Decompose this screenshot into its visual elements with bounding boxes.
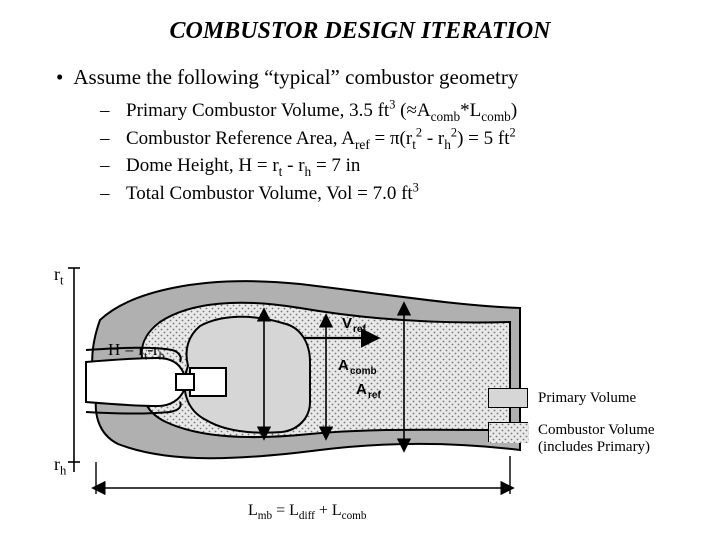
legend-label-primary: Primary Volume bbox=[538, 390, 636, 407]
dash: – bbox=[100, 181, 126, 208]
swatch-primary bbox=[488, 388, 528, 408]
bullet-dot: • bbox=[56, 65, 63, 89]
main-bullet-text: Assume the following “typical” combustor… bbox=[73, 65, 518, 89]
svg-text:ref: ref bbox=[353, 324, 366, 335]
sub-bullet: –Combustor Reference Area, Aref = π(rt2 … bbox=[100, 126, 720, 153]
sub-bullet-text: Primary Combustor Volume, 3.5 ft3 (≈Acom… bbox=[126, 98, 720, 125]
sub-bullet: –Dome Height, H = rt - rh = 7 in bbox=[100, 153, 720, 180]
dash: – bbox=[100, 153, 126, 180]
svg-text:A: A bbox=[338, 357, 349, 374]
sub-bullet: –Primary Combustor Volume, 3.5 ft3 (≈Aco… bbox=[100, 98, 720, 125]
main-bullet: • Assume the following “typical” combusto… bbox=[56, 65, 720, 90]
svg-text:comb: comb bbox=[350, 366, 377, 377]
sub-bullet-text: Combustor Reference Area, Aref = π(rt2 -… bbox=[126, 126, 720, 153]
legend-row-primary: Primary Volume bbox=[488, 388, 678, 408]
legend: Primary Volume Combustor Volume (include… bbox=[488, 388, 678, 470]
sub-bullet-text: Total Combustor Volume, Vol = 7.0 ft3 bbox=[126, 181, 720, 208]
svg-text:A: A bbox=[356, 381, 367, 398]
dash: – bbox=[100, 126, 126, 153]
svg-text:ref: ref bbox=[368, 390, 381, 401]
page-title: COMBUSTOR DESIGN ITERATION bbox=[0, 0, 720, 45]
sub-bullet-list: –Primary Combustor Volume, 3.5 ft3 (≈Aco… bbox=[100, 98, 720, 207]
dash: – bbox=[100, 98, 126, 125]
lmb-label: Lmb = Ldiff + Lcomb bbox=[248, 502, 366, 520]
svg-text:V: V bbox=[342, 315, 352, 332]
sub-bullet: –Total Combustor Volume, Vol = 7.0 ft3 bbox=[100, 181, 720, 208]
h-label: H = rt-rh bbox=[108, 340, 165, 360]
legend-label-combustor: Combustor Volume (includes Primary) bbox=[538, 422, 678, 456]
sub-bullet-text: Dome Height, H = rt - rh = 7 in bbox=[126, 153, 720, 180]
combustor-diagram: V ref A comb A ref rt rh H = rt-rh Lmb =… bbox=[40, 262, 680, 522]
swatch-combustor bbox=[488, 422, 528, 442]
legend-row-combustor: Combustor Volume (includes Primary) bbox=[488, 422, 678, 456]
rt-label: rt bbox=[54, 264, 64, 285]
rh-label: rh bbox=[54, 454, 66, 475]
